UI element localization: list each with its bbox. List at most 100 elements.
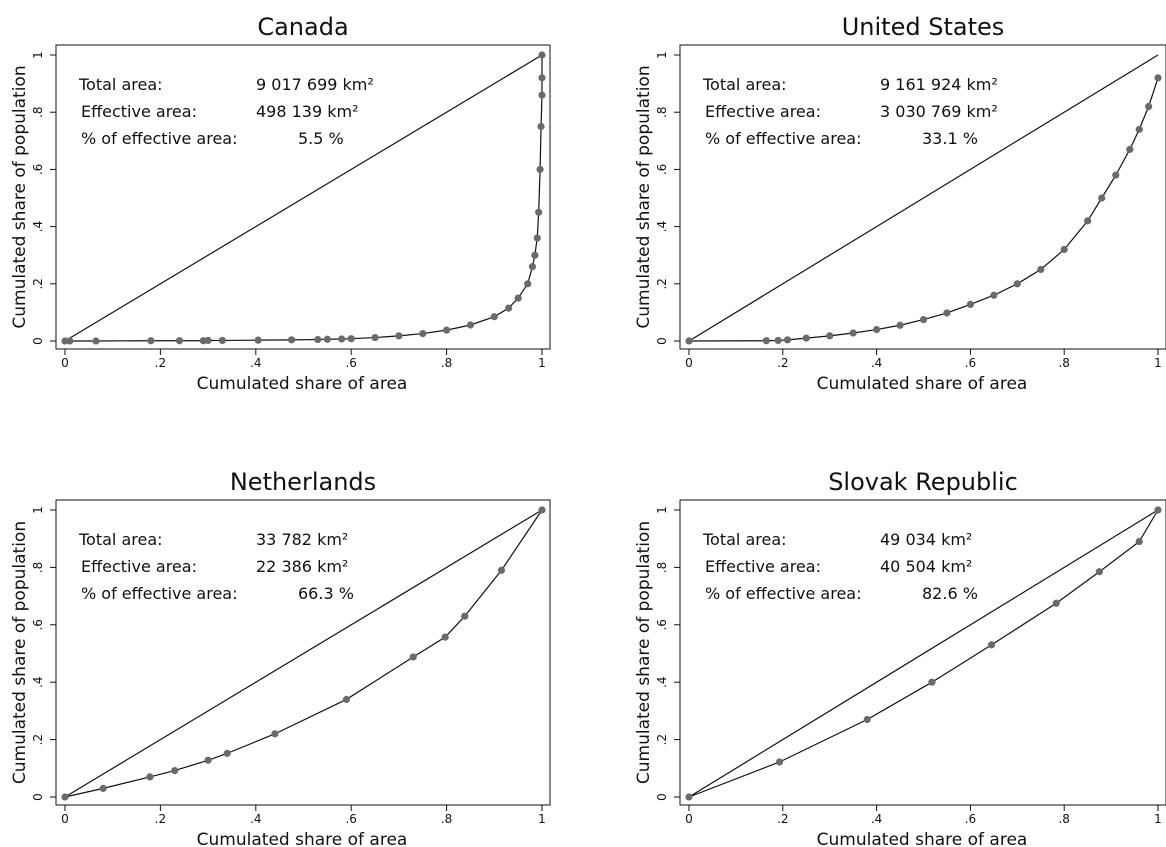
data-point <box>1135 537 1143 546</box>
x-tick-label: .6 <box>965 812 976 826</box>
y-tick-label: .6 <box>31 164 45 175</box>
data-point <box>531 251 539 259</box>
stat-label: Total area: <box>702 75 787 94</box>
data-point <box>966 300 975 308</box>
x-tick-label: 1 <box>538 812 546 826</box>
y-tick-label: 1 <box>31 506 45 514</box>
data-point <box>685 793 693 801</box>
data-point <box>204 756 212 764</box>
stat-label: Effective area: <box>705 557 821 576</box>
data-point <box>99 784 107 792</box>
data-point <box>342 695 351 704</box>
x-tick-label: .2 <box>777 812 788 826</box>
chart-title: Slovak Republic <box>828 468 1018 496</box>
data-point <box>92 337 100 345</box>
y-axis-label: Cumulated share of population <box>10 521 30 784</box>
data-point <box>524 280 532 288</box>
data-point <box>223 749 231 757</box>
y-tick-label: .4 <box>31 676 45 687</box>
data-point <box>419 329 427 338</box>
chart-title: Canada <box>257 13 348 41</box>
data-point <box>218 336 227 345</box>
x-axis-label: Cumulated share of area <box>817 830 1028 847</box>
stat-value: 22 386 km² <box>256 557 348 576</box>
stat-label: Total area: <box>702 530 787 549</box>
data-point <box>1145 102 1153 111</box>
x-tick-label: 0 <box>685 356 693 370</box>
data-point <box>1126 145 1134 153</box>
data-point <box>538 91 546 99</box>
stat-label: % of effective area: <box>81 584 238 603</box>
y-tick-label: .8 <box>655 562 669 573</box>
equality-line <box>64 509 543 798</box>
data-point <box>685 337 693 345</box>
stat-label: % of effective area: <box>705 584 862 603</box>
data-point <box>490 313 498 321</box>
x-tick-label: 0 <box>685 812 693 826</box>
data-point <box>535 208 543 216</box>
data-point <box>1095 568 1103 576</box>
data-point <box>896 321 904 329</box>
x-axis-label: Cumulated share of area <box>197 374 408 394</box>
stat-label: Effective area: <box>81 102 197 121</box>
data-point <box>775 758 784 766</box>
x-axis-label: Cumulated share of area <box>197 830 408 847</box>
stat-value: 9 161 924 km² <box>880 75 998 94</box>
equality-line <box>688 54 1159 342</box>
stat-label: Total area: <box>78 530 163 549</box>
data-point <box>943 309 951 317</box>
data-point <box>1060 245 1068 254</box>
equality-line <box>688 509 1159 798</box>
y-tick-label: 0 <box>31 793 45 801</box>
y-tick-label: 1 <box>31 51 45 59</box>
x-tick-label: 0 <box>61 356 69 370</box>
y-axis-label: Cumulated share of population <box>634 65 654 328</box>
stat-label: Effective area: <box>81 557 197 576</box>
data-point <box>1084 217 1092 225</box>
data-point <box>395 332 403 340</box>
data-point <box>990 291 998 299</box>
data-point <box>783 336 792 344</box>
data-point <box>271 730 279 738</box>
stat-label: % of effective area: <box>81 129 238 148</box>
data-point <box>533 234 541 242</box>
y-tick-label: .4 <box>31 221 45 232</box>
data-point <box>505 304 513 312</box>
data-point <box>538 74 546 82</box>
data-point <box>919 315 928 324</box>
y-tick-label: 1 <box>655 506 669 514</box>
data-point <box>987 641 996 649</box>
y-tick-label: .2 <box>655 278 669 289</box>
data-point <box>287 336 296 344</box>
stat-value: 3 030 769 km² <box>880 102 998 121</box>
x-tick-label: 1 <box>1154 812 1162 826</box>
y-axis-label: Cumulated share of population <box>10 65 30 328</box>
x-tick-label: .2 <box>155 812 166 826</box>
stat-label: Effective area: <box>705 102 821 121</box>
data-point <box>873 325 881 334</box>
data-point <box>171 766 179 775</box>
data-point <box>409 653 417 661</box>
x-tick-label: .8 <box>441 356 452 370</box>
data-point <box>497 566 506 574</box>
data-point <box>338 335 346 343</box>
data-point <box>147 337 155 345</box>
x-tick-label: .4 <box>871 356 882 370</box>
x-tick-label: 0 <box>61 812 69 826</box>
plot-frame <box>55 499 551 806</box>
data-point <box>514 294 522 302</box>
x-tick-label: .2 <box>155 356 166 370</box>
x-tick-label: .6 <box>345 356 356 370</box>
data-point <box>466 321 475 329</box>
y-tick-label: .4 <box>655 221 669 232</box>
data-point <box>1112 171 1120 179</box>
chart-title: United States <box>842 13 1005 41</box>
data-point <box>928 678 936 686</box>
y-tick-label: .6 <box>655 619 669 630</box>
data-point <box>461 612 469 620</box>
data-point <box>61 793 69 801</box>
stat-value: 33.1 % <box>922 129 978 148</box>
